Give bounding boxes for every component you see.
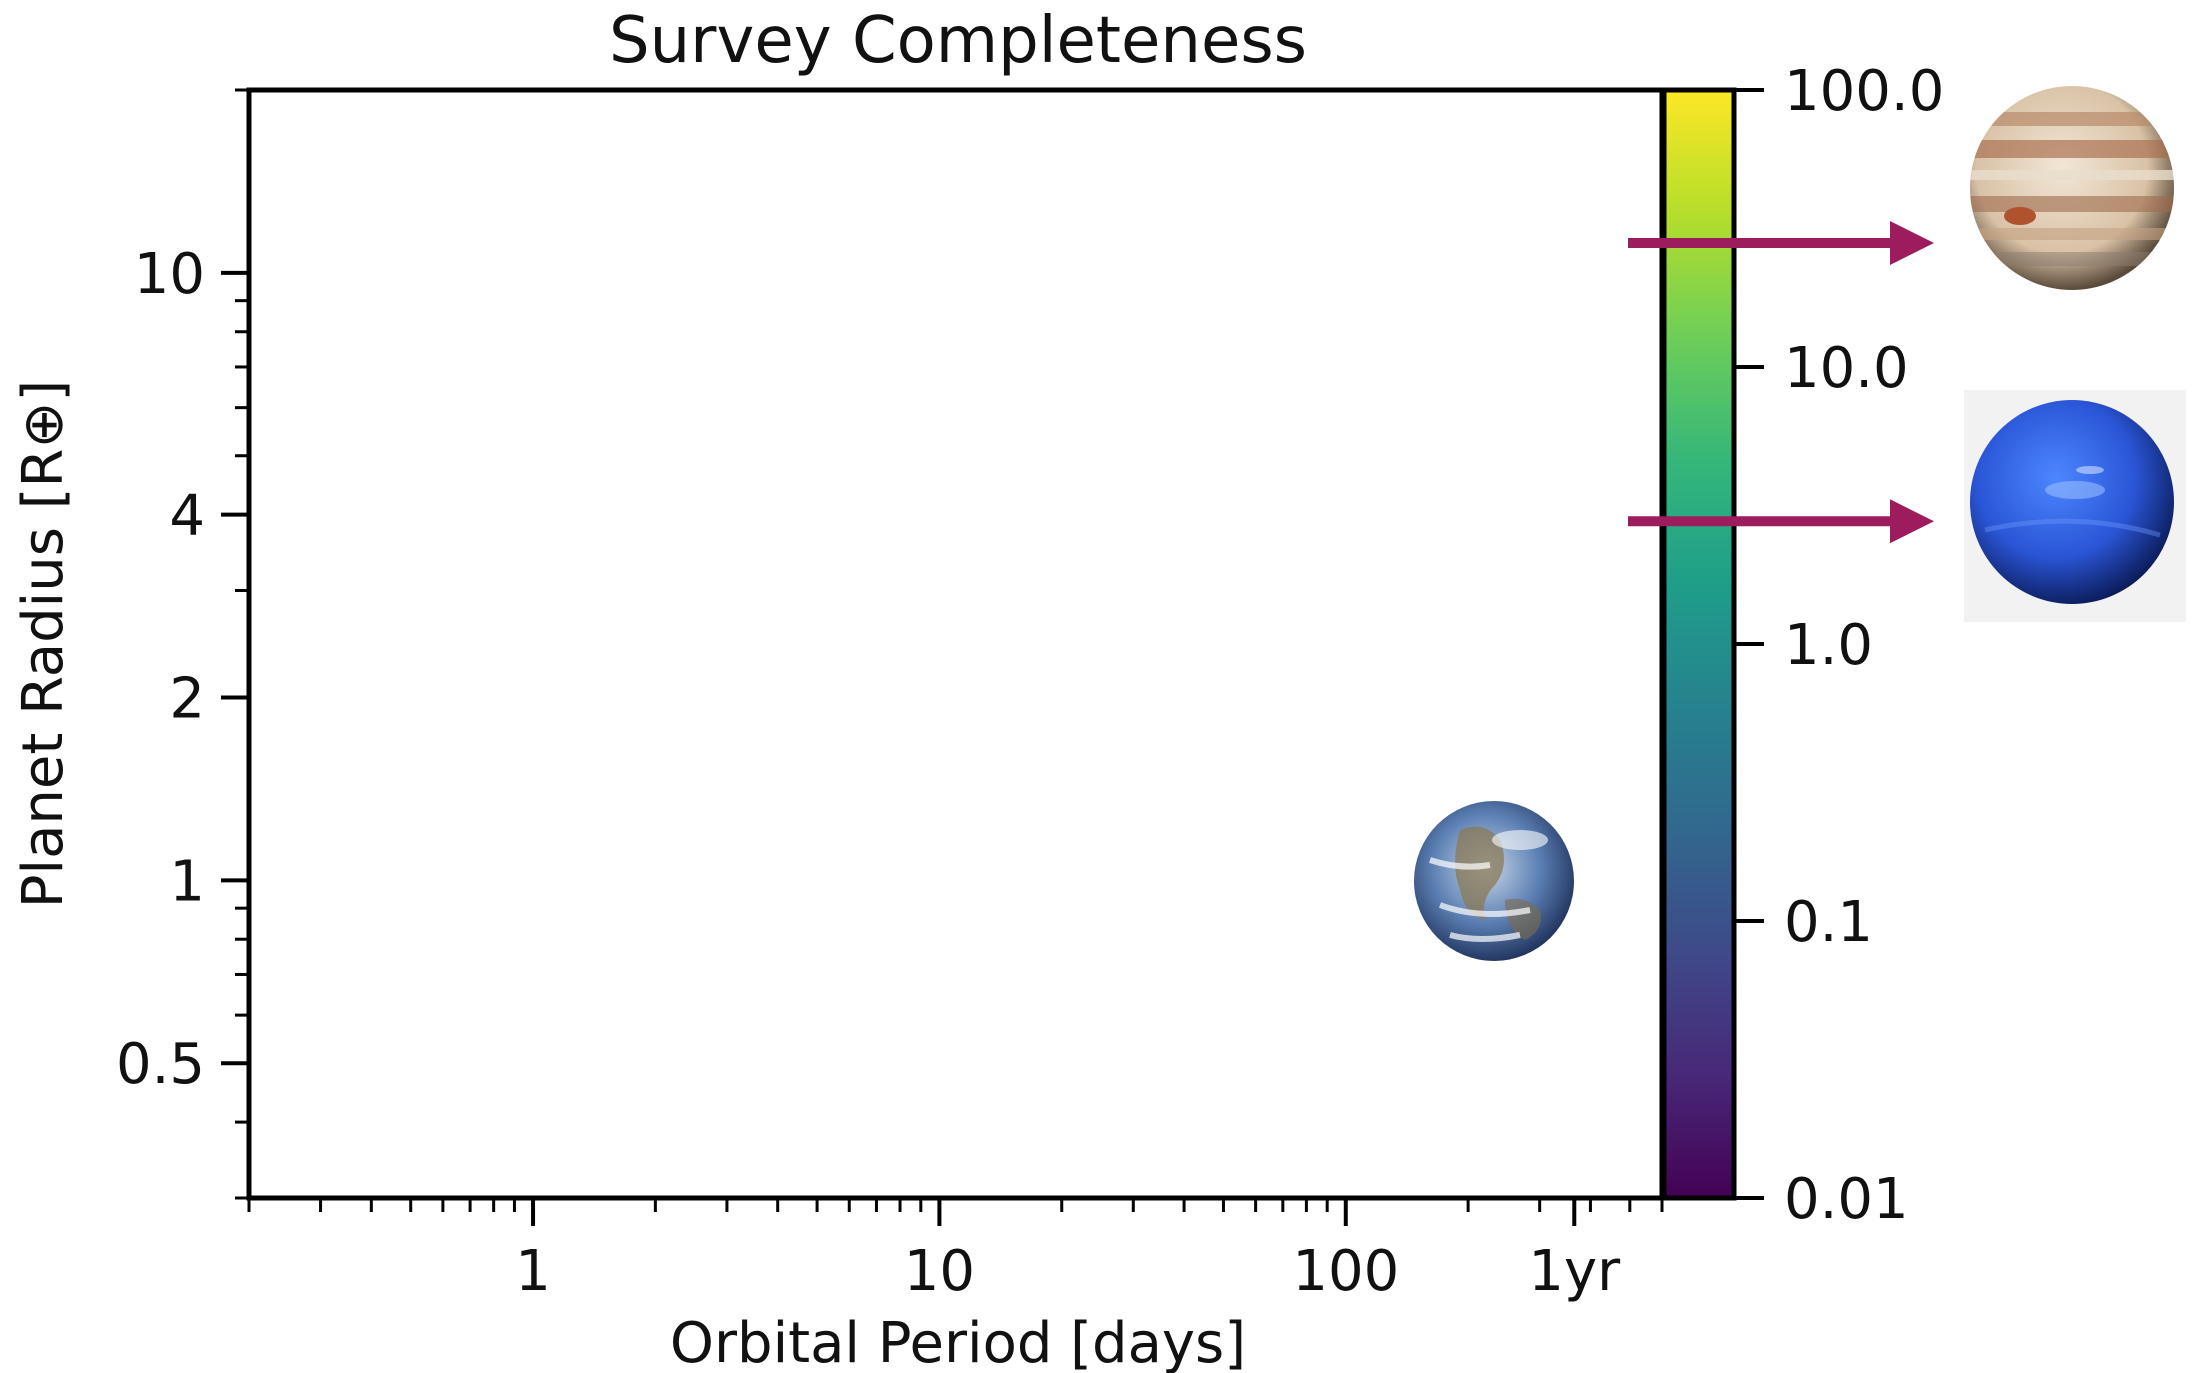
y-tick-label: 4 [169, 484, 205, 549]
x-axis-label: Orbital Period [days] [670, 1311, 1246, 1373]
earth-icon [1414, 801, 1574, 961]
neptune-icon [1970, 400, 2174, 604]
plot-area [246, 87, 1665, 1201]
jupiter-icon [1970, 86, 2174, 290]
y-tick-label: 1 [169, 849, 205, 914]
x-tick-label: 10 [904, 1239, 975, 1304]
chart-title: Survey Completeness [609, 4, 1307, 78]
y-axis-ticks: 0.5 1 2 4 10 [116, 88, 249, 1200]
x-tick-label: 100 [1292, 1239, 1399, 1304]
x-axis-ticks: 1 10 100 1yr [247, 1198, 1664, 1304]
colorbar-ticks: 0.01 0.1 1.0 10.0 100.0 [1734, 59, 1944, 1232]
y-tick-label: 0.5 [116, 1032, 205, 1097]
colorbar-tick-label: 0.1 [1784, 890, 1873, 955]
y-tick-label: 10 [134, 242, 205, 307]
y-tick-label: 2 [169, 666, 205, 731]
colorbar-tick-label: 100.0 [1784, 59, 1944, 124]
colorbar-tick-label: 10.0 [1784, 336, 1909, 401]
jupiter-arrow [1628, 220, 1934, 265]
y-axis-label: Planet Radius [R⊕] [11, 380, 76, 908]
neptune-arrow [1628, 499, 1934, 544]
colorbar-tick-label: 1.0 [1784, 613, 1873, 678]
x-tick-label: 1yr [1528, 1239, 1621, 1304]
colorbar-tick-label: 0.01 [1784, 1167, 1909, 1232]
x-tick-label: 1 [515, 1239, 551, 1304]
colorbar [1661, 87, 1737, 1201]
